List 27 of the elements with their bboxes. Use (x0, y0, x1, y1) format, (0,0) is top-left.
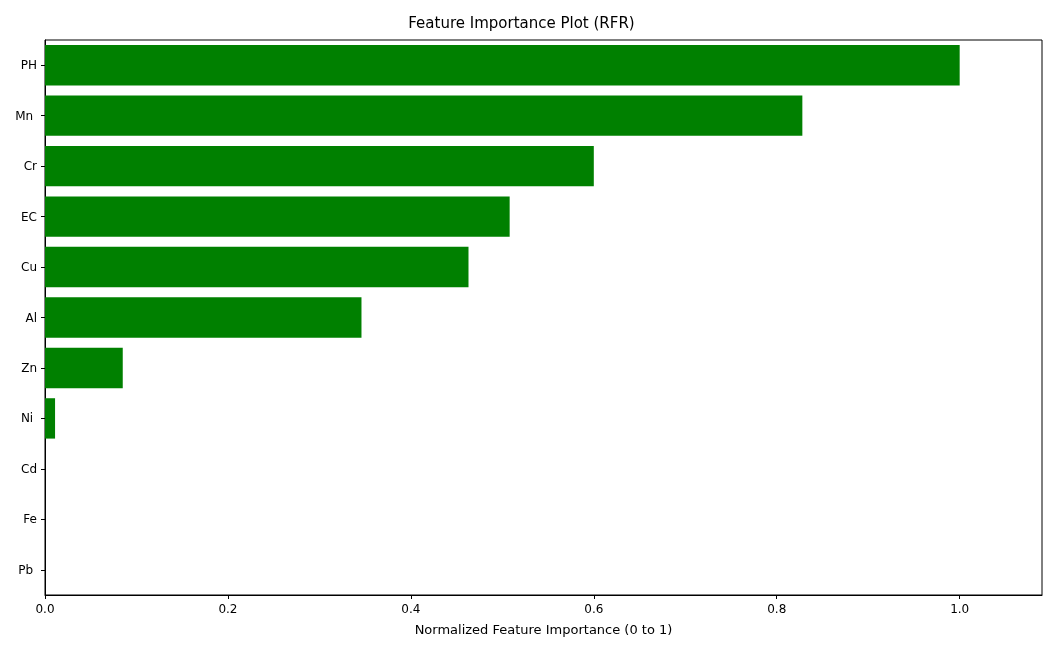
x-tick-label: 0.0 (35, 602, 55, 616)
y-tick-label: Cd (21, 461, 37, 476)
x-tick-label: 0.4 (401, 602, 421, 616)
y-tick-label: Mn (15, 108, 37, 123)
x-tick-label: 1.0 (950, 602, 970, 616)
bar (45, 347, 123, 389)
y-tick-label: Ni (20, 411, 37, 426)
bar (45, 95, 803, 136)
chart-title: Feature Importance Plot (RFR) (408, 13, 635, 32)
y-tick-label: Cu (21, 260, 37, 275)
bar (45, 398, 56, 439)
bar (45, 246, 469, 288)
y-tick-label: PH (20, 58, 37, 73)
bar (45, 297, 362, 338)
x-tick-label: 0.8 (767, 602, 787, 616)
y-tick-label: Pb (18, 562, 37, 577)
x-axis-title: Normalized Feature Importance (0 to 1) (414, 622, 673, 637)
x-tick-label: 0.2 (218, 602, 238, 616)
y-tick-label: Cr (23, 159, 38, 174)
bar (45, 196, 510, 237)
y-tick-label: Al (25, 310, 37, 325)
y-tick-label: EC (21, 209, 37, 224)
bar (45, 45, 960, 86)
y-tick-label: Fe (23, 512, 37, 527)
bar (45, 145, 594, 187)
y-tick-label: Zn (21, 360, 37, 375)
x-tick-label: 0.6 (584, 602, 604, 616)
